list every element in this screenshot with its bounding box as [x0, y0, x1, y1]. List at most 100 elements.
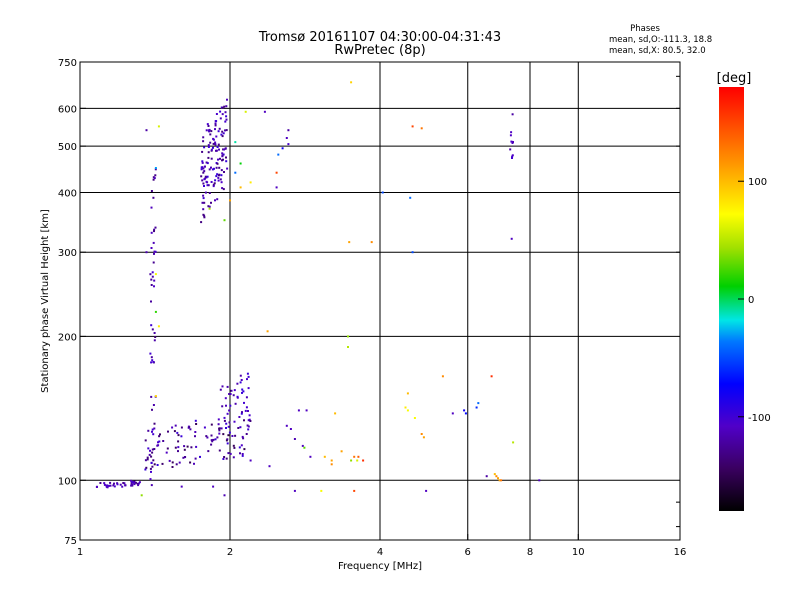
data-point	[538, 479, 541, 482]
data-point	[220, 427, 223, 430]
data-point	[303, 446, 306, 449]
data-point	[413, 417, 416, 419]
data-point	[497, 477, 499, 480]
data-point	[207, 151, 210, 154]
data-point	[212, 183, 215, 186]
data-point	[186, 445, 189, 448]
data-point	[123, 482, 126, 485]
data-point	[226, 442, 229, 445]
data-point	[233, 420, 236, 423]
data-point	[511, 157, 513, 159]
data-point	[219, 178, 222, 181]
data-point	[222, 458, 225, 460]
data-point	[199, 455, 201, 458]
data-point	[205, 161, 208, 164]
data-point	[208, 168, 211, 171]
colorbar-label: [deg]	[717, 71, 752, 86]
data-point	[214, 438, 217, 441]
data-point	[227, 434, 230, 437]
data-point	[183, 448, 186, 451]
data-point	[200, 221, 203, 224]
data-point	[232, 456, 235, 459]
data-point	[214, 141, 217, 144]
data-point	[239, 381, 242, 384]
data-point	[214, 143, 217, 146]
data-point	[151, 328, 154, 331]
data-point	[153, 422, 156, 425]
data-point	[151, 448, 154, 451]
data-point	[209, 141, 212, 144]
data-point	[205, 129, 208, 132]
data-point	[232, 444, 235, 447]
data-point	[221, 405, 224, 408]
data-point	[240, 412, 243, 415]
data-point	[212, 142, 215, 145]
data-point	[215, 149, 217, 152]
data-point	[223, 416, 226, 419]
data-point	[210, 439, 213, 442]
data-point	[152, 361, 155, 363]
data-point	[218, 429, 221, 432]
x-tick-label: 10	[572, 547, 585, 558]
data-point	[226, 438, 229, 441]
data-point	[227, 425, 230, 428]
data-point	[158, 435, 161, 438]
data-point	[130, 484, 133, 487]
data-point	[217, 179, 220, 182]
data-point	[425, 489, 428, 492]
data-point	[224, 147, 227, 150]
data-point	[209, 133, 212, 136]
data-point	[512, 141, 514, 143]
data-point	[226, 412, 229, 415]
data-point	[137, 482, 140, 485]
data-point	[122, 482, 125, 484]
data-point	[242, 390, 245, 393]
data-point	[149, 352, 152, 355]
data-point	[275, 186, 278, 189]
data-point	[157, 441, 159, 444]
data-point	[149, 478, 152, 481]
data-point	[510, 237, 513, 240]
data-point	[193, 462, 195, 465]
data-point	[217, 418, 220, 421]
data-point	[370, 241, 373, 244]
data-point	[150, 470, 152, 473]
phase-note-o: mean, sd,O:-111.3, 18.8	[609, 35, 712, 45]
data-point	[151, 465, 154, 468]
data-point	[228, 431, 231, 434]
data-point	[151, 275, 154, 278]
data-point	[498, 479, 501, 482]
data-point	[173, 430, 176, 433]
data-point	[152, 433, 155, 436]
data-point	[340, 450, 343, 453]
data-point	[207, 125, 210, 127]
data-point	[238, 446, 241, 449]
data-point	[154, 395, 157, 398]
data-point	[150, 247, 153, 249]
data-point	[226, 385, 229, 388]
data-point	[228, 421, 231, 424]
data-point	[201, 150, 204, 153]
data-point	[305, 409, 308, 412]
data-point	[247, 375, 250, 378]
data-point	[217, 174, 220, 177]
data-point	[216, 198, 219, 201]
data-point	[153, 448, 156, 450]
data-point	[334, 412, 337, 415]
data-point	[144, 459, 147, 462]
y-tick-label: 75	[64, 536, 77, 547]
data-point	[221, 135, 224, 138]
data-point	[350, 81, 353, 84]
data-point	[203, 201, 206, 204]
data-point	[103, 483, 106, 486]
data-point	[189, 428, 192, 431]
colorbar: [deg] 100 0 -100	[717, 71, 771, 511]
data-point	[293, 489, 296, 492]
x-tick-label: 8	[527, 547, 533, 558]
data-point	[119, 483, 122, 486]
data-point	[145, 251, 148, 254]
y-tick-label: 300	[58, 248, 77, 259]
data-point	[201, 179, 204, 182]
data-point	[225, 439, 228, 442]
